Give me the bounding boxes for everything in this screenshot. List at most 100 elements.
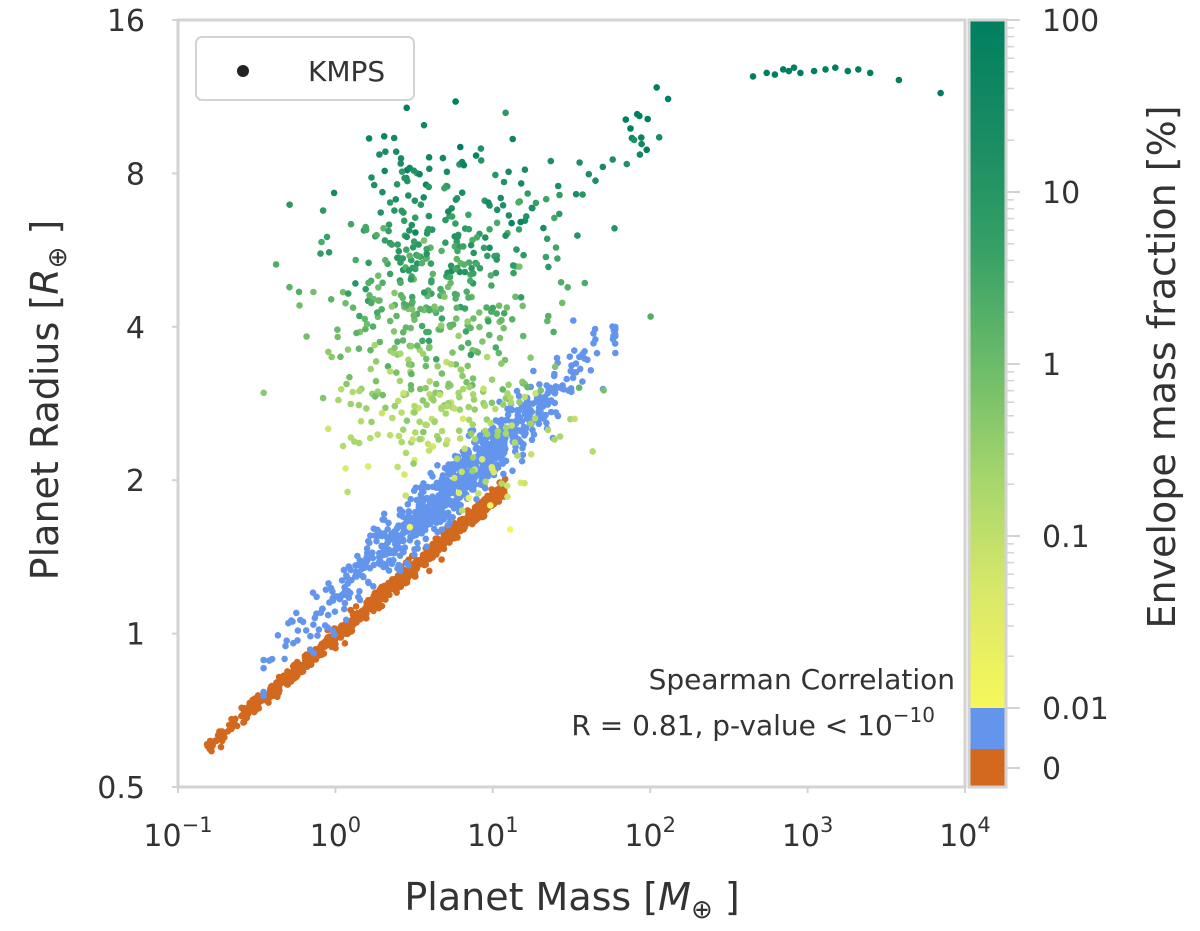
point-envelope-gas xyxy=(324,425,332,433)
point-envelope-gas xyxy=(547,157,555,165)
point-envelope-gas xyxy=(419,337,426,345)
point-envelope-tiny xyxy=(518,418,526,425)
point-envelope-tiny xyxy=(376,557,384,564)
point-envelope-gas xyxy=(431,303,438,311)
point-envelope-zero xyxy=(461,524,468,531)
point-envelope-gas xyxy=(370,181,378,189)
point-envelope-gas xyxy=(363,405,370,412)
point-envelope-gas xyxy=(585,170,593,178)
point-envelope-gas xyxy=(403,233,411,241)
point-envelope-tiny xyxy=(265,657,273,664)
point-envelope-tiny xyxy=(481,462,488,470)
point-envelope-gas xyxy=(507,399,515,407)
point-envelope-tiny xyxy=(356,596,364,604)
point-envelope-tiny xyxy=(315,626,323,633)
x-tick-label: 102 xyxy=(624,813,676,854)
point-envelope-gas xyxy=(458,366,465,374)
point-envelope-gas xyxy=(451,290,459,298)
point-envelope-gas xyxy=(431,418,438,426)
point-envelope-gas xyxy=(467,351,475,359)
point-envelope-tiny xyxy=(489,428,496,435)
point-envelope-tiny xyxy=(311,614,319,622)
point-envelope-gas xyxy=(445,208,452,215)
point-envelope-gas xyxy=(406,227,413,234)
point-envelope-zero xyxy=(273,679,280,687)
point-envelope-tiny xyxy=(433,484,440,492)
point-envelope-gas xyxy=(286,201,293,208)
point-envelope-tiny xyxy=(421,515,429,522)
point-envelope-gas xyxy=(520,251,527,259)
point-envelope-tiny xyxy=(493,461,501,469)
point-envelope-tiny xyxy=(369,549,376,556)
colorbar: 100 10 1 0.1 0.01 0 Envelope mass fraction [%… xyxy=(967,4,1184,789)
point-envelope-gas xyxy=(454,247,461,255)
point-gas-giant xyxy=(763,69,770,77)
point-envelope-gas xyxy=(543,235,551,243)
point-envelope-tiny xyxy=(523,410,530,418)
point-envelope-tiny xyxy=(428,496,435,504)
point-envelope-gas xyxy=(399,329,407,336)
point-envelope-gas xyxy=(407,324,415,332)
point-envelope-tiny xyxy=(403,559,411,567)
point-envelope-zero xyxy=(501,475,509,483)
point-envelope-gas xyxy=(400,217,408,225)
point-envelope-gas xyxy=(379,188,386,196)
point-envelope-gas xyxy=(509,135,516,143)
point-envelope-gas xyxy=(493,206,501,214)
legend: KMPS xyxy=(195,36,415,101)
point-envelope-gas xyxy=(488,376,496,384)
annotation-line-2-main: R = 0.81, p-value < 10 xyxy=(571,709,892,742)
point-envelope-gas xyxy=(335,396,342,404)
point-envelope-gas xyxy=(272,261,280,268)
point-envelope-zero xyxy=(217,731,224,738)
point-envelope-gas xyxy=(317,250,324,257)
point-envelope-zero xyxy=(275,689,282,697)
point-envelope-gas xyxy=(447,360,455,368)
x-tick-label: 101 xyxy=(467,813,519,854)
point-envelope-gas xyxy=(392,148,400,155)
point-envelope-gas xyxy=(465,211,472,219)
point-envelope-zero xyxy=(413,558,421,565)
point-envelope-zero xyxy=(375,597,382,605)
point-envelope-gas xyxy=(403,302,410,309)
point-envelope-gas xyxy=(456,406,464,414)
point-envelope-zero xyxy=(207,740,214,747)
point-envelope-gas xyxy=(476,309,483,316)
point-envelope-gas xyxy=(375,284,382,291)
colorbar-frame xyxy=(967,18,1008,789)
point-envelope-gas xyxy=(470,249,478,257)
point-envelope-tiny xyxy=(570,317,577,324)
point-envelope-gas xyxy=(389,414,396,422)
point-envelope-gas xyxy=(468,467,476,475)
point-envelope-gas xyxy=(408,293,416,301)
point-envelope-tiny xyxy=(345,589,353,597)
point-envelope-tiny xyxy=(439,475,447,483)
point-envelope-gas xyxy=(436,391,444,399)
point-envelope-gas xyxy=(630,136,638,144)
point-envelope-tiny xyxy=(498,441,506,449)
point-envelope-tiny xyxy=(379,549,386,556)
point-envelope-zero xyxy=(475,501,483,508)
point-envelope-gas xyxy=(453,255,461,263)
point-envelope-tiny xyxy=(592,336,599,343)
point-envelope-gas xyxy=(517,294,525,301)
point-envelope-tiny xyxy=(314,632,321,639)
colorbar-ticks: 100 10 1 0.1 0.01 0 xyxy=(1006,4,1109,787)
point-envelope-gas xyxy=(443,168,451,176)
colorbar-label: Envelope mass fraction [%] xyxy=(1140,105,1184,628)
point-envelope-tiny xyxy=(421,505,429,512)
point-envelope-gas xyxy=(458,344,465,351)
point-envelope-gas xyxy=(528,204,536,212)
point-envelope-gas xyxy=(409,298,416,306)
point-envelope-tiny xyxy=(488,458,496,466)
point-envelope-tiny xyxy=(593,349,601,357)
point-envelope-tiny xyxy=(338,577,346,584)
point-envelope-gas xyxy=(531,415,539,422)
point-envelope-tiny xyxy=(281,655,288,663)
point-envelope-gas xyxy=(380,133,388,140)
point-envelope-gas xyxy=(544,317,551,325)
point-envelope-tiny xyxy=(438,482,445,490)
point-envelope-tiny xyxy=(387,557,395,564)
point-envelope-gas xyxy=(447,279,454,287)
point-envelope-tiny xyxy=(515,392,523,400)
